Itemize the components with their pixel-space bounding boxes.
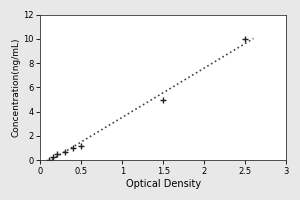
Y-axis label: Concentration(ng/mL): Concentration(ng/mL) [11,38,20,137]
X-axis label: Optical Density: Optical Density [126,179,201,189]
